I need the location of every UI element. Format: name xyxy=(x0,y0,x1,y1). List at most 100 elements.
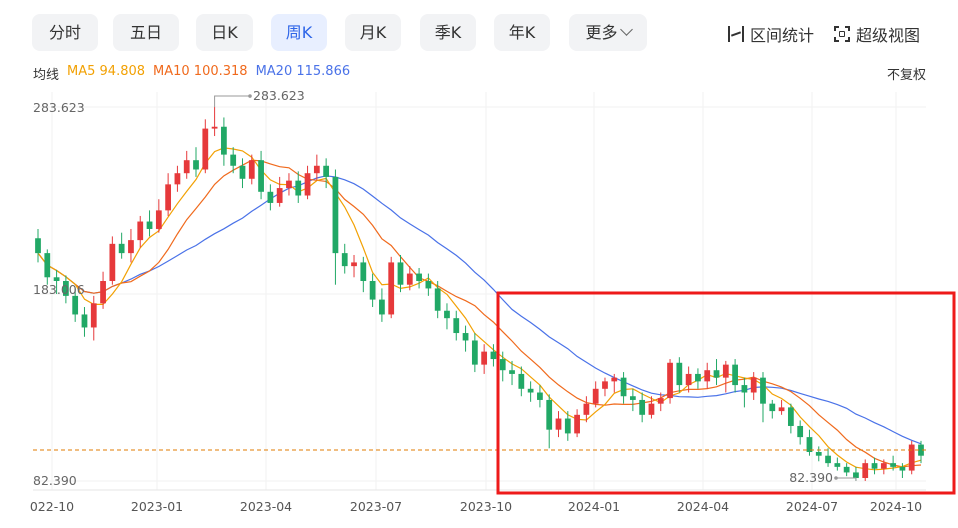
candle-body xyxy=(434,288,441,311)
candle-body xyxy=(304,173,311,196)
candle-body xyxy=(583,403,590,415)
candle-body xyxy=(546,399,553,430)
ma5-value: MA5 94.808 xyxy=(67,64,146,79)
ma10-value: MA10 100.318 xyxy=(153,64,248,79)
y-tick-label: 283.623 xyxy=(33,100,85,115)
candle-body xyxy=(444,310,450,319)
x-tick-label: 2023-10 xyxy=(459,499,513,514)
x-tick-label: 2023-07 xyxy=(349,499,403,514)
candle-body xyxy=(750,377,757,393)
tab-yearly-k[interactable]: 年K xyxy=(494,14,550,51)
candle-body xyxy=(481,351,488,365)
candle-body xyxy=(629,396,636,400)
candle-body xyxy=(760,377,766,404)
adjust-mode-button[interactable]: 不复权 xyxy=(886,68,926,83)
candle-body xyxy=(639,399,646,415)
max-marker-dot xyxy=(248,94,252,98)
candle-body xyxy=(555,418,562,430)
ma-label: 均线 xyxy=(33,68,60,83)
candle-body xyxy=(286,180,292,189)
candle-body xyxy=(369,281,376,300)
x-tick-label: 2023-01 xyxy=(130,499,184,514)
super-view-label: 超级视图 xyxy=(856,26,921,45)
tab-quarterly-k[interactable]: 季K xyxy=(420,14,476,51)
candle-body xyxy=(416,273,422,282)
y-tick-label: 82.390 xyxy=(33,473,77,488)
candle-body xyxy=(323,165,330,177)
super-view-button[interactable]: 超级视图 xyxy=(834,22,920,46)
candle-body xyxy=(890,463,896,467)
candle-body xyxy=(713,370,720,378)
candle-body xyxy=(908,444,915,471)
candle-body xyxy=(787,407,794,426)
candle-body xyxy=(44,253,51,278)
candle-body xyxy=(509,370,515,374)
candle-body xyxy=(490,351,497,360)
ma-legend: 均线 MA5 94.808 MA10 100.318 MA20 115.866 xyxy=(33,64,350,83)
ma5-line xyxy=(37,147,922,471)
ma20-line xyxy=(37,175,922,445)
candle-body xyxy=(425,281,432,289)
candle-body xyxy=(667,362,673,399)
candle-body xyxy=(155,210,162,229)
fullscreen-frame-icon xyxy=(834,26,850,42)
tab-more-label: 更多 xyxy=(585,23,618,42)
candle-body xyxy=(248,160,255,179)
candle-body xyxy=(620,377,627,397)
candle-body xyxy=(499,359,506,371)
candle-body xyxy=(221,126,227,155)
candle-body xyxy=(313,165,320,174)
highlight-box xyxy=(496,291,956,495)
range-stats-button[interactable]: 区间统计 xyxy=(728,22,814,46)
tab-monthly-k[interactable]: 月K xyxy=(345,14,401,51)
candle-body xyxy=(648,403,655,415)
candle-body xyxy=(899,466,906,471)
tab-weekly-k[interactable]: 周K xyxy=(271,14,327,51)
candle-body xyxy=(769,403,776,412)
candle-body xyxy=(193,160,199,170)
range-stats-label: 区间统计 xyxy=(750,26,815,45)
candle-body xyxy=(109,243,116,282)
candle-body xyxy=(276,188,283,203)
candle-body xyxy=(174,173,181,185)
min-marker-label: 82.390 xyxy=(789,470,833,485)
candle-body xyxy=(564,418,571,434)
range-icon xyxy=(728,26,744,42)
candle-body xyxy=(332,176,339,254)
candle-body xyxy=(341,253,348,267)
tab-daily-k[interactable]: 日K xyxy=(196,14,253,51)
candle-body xyxy=(295,180,302,196)
candle-body xyxy=(360,262,367,282)
candle-body xyxy=(453,318,460,334)
candle-body xyxy=(871,463,878,469)
tab-more[interactable]: 更多 xyxy=(569,14,647,51)
candle-body xyxy=(825,455,831,464)
candle-body xyxy=(537,392,543,400)
tab-intraday[interactable]: 分时 xyxy=(32,14,98,51)
candle-body xyxy=(406,273,413,285)
candle-body xyxy=(815,451,822,456)
candle-body xyxy=(834,463,841,467)
candle-body xyxy=(100,281,106,304)
candle-body xyxy=(118,243,125,254)
candle-body xyxy=(379,299,385,315)
candle-body xyxy=(676,362,683,386)
candle-body xyxy=(165,184,172,211)
candle-body xyxy=(35,238,41,254)
candle-body xyxy=(880,463,887,469)
candle-body xyxy=(797,425,804,438)
ma20-value: MA20 115.866 xyxy=(255,64,351,79)
x-tick-label: 2024-01 xyxy=(567,499,621,514)
candle-body xyxy=(732,364,738,386)
candle-body xyxy=(704,370,711,382)
candle-body xyxy=(183,160,190,174)
candle-body xyxy=(72,295,79,315)
candle-body xyxy=(518,373,525,389)
candle-body xyxy=(695,373,701,382)
tab-five-day[interactable]: 五日 xyxy=(113,14,179,51)
candle-body xyxy=(722,364,729,378)
candle-body xyxy=(81,314,88,328)
candle-body xyxy=(351,262,357,267)
ma10-line xyxy=(37,159,922,468)
